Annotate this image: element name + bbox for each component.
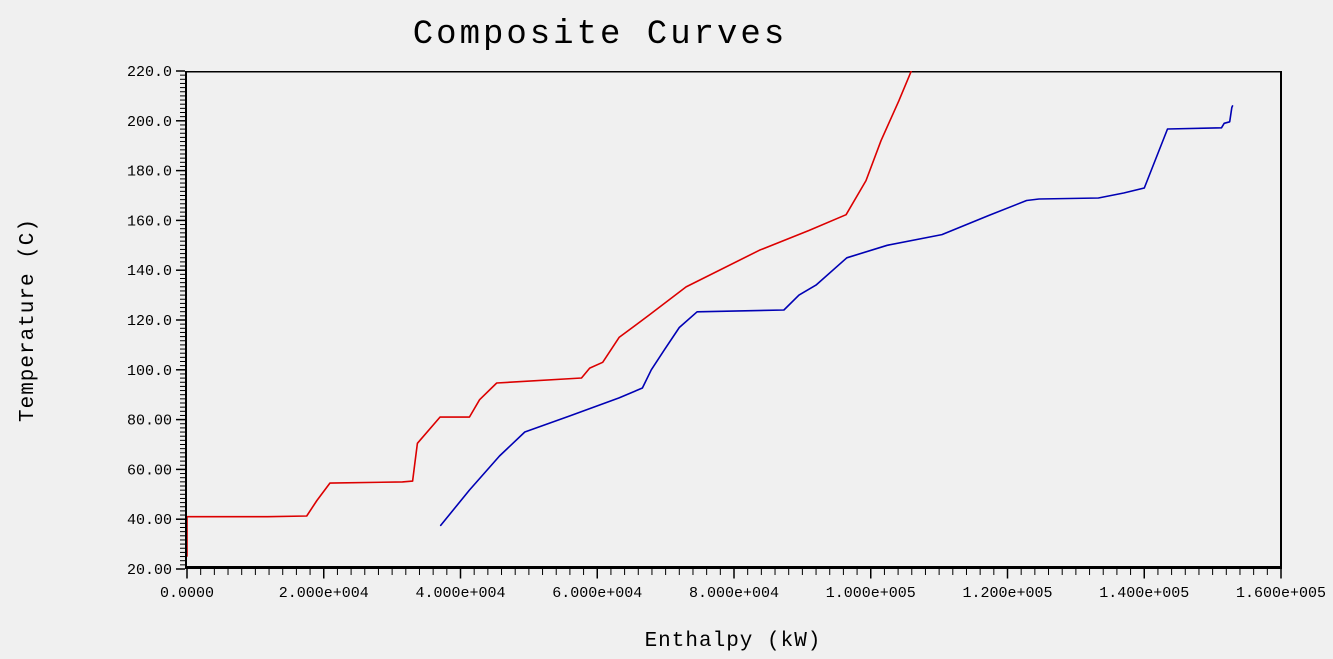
x-tick-label: 8.000e+004 [689,585,779,602]
y-tick-label: 100.0 [127,363,172,380]
y-tick-label: 20.00 [127,562,172,579]
x-tick-label: 1.600e+005 [1236,585,1326,602]
x-tick-label: 0.0000 [160,585,214,602]
y-tick-label: 80.00 [127,413,172,430]
y-tick-label: 60.00 [127,462,172,479]
cold-composite-curve [439,105,1234,527]
y-tick-label: 40.00 [127,512,172,529]
curves-group [187,71,1234,557]
axes-group: 0.0000 2.000e+004 4.000e+004 6.000e+004 8.00… [127,64,1326,602]
y-tick-label: 220.0 [127,64,172,81]
x-tick-label: 1.000e+005 [826,585,916,602]
x-tick-label: 4.000e+004 [415,585,505,602]
x-tick-label: 1.400e+005 [1099,585,1189,602]
y-axis-title: Temperature (C) [17,218,40,422]
y-tick-label: 160.0 [127,213,172,230]
x-tick-label: 2.000e+004 [279,585,369,602]
x-axis-title: Enthalpy (kW) [645,630,822,653]
y-tick-label: 140.0 [127,263,172,280]
x-tick-label: 6.000e+004 [552,585,642,602]
hot-composite-curve [187,71,913,557]
y-tick-label: 200.0 [127,114,172,131]
x-tick-label: 1.200e+005 [962,585,1052,602]
y-tick-label: 180.0 [127,164,172,181]
y-tick-label: 120.0 [127,313,172,330]
chart-title: Composite Curves [413,16,787,54]
